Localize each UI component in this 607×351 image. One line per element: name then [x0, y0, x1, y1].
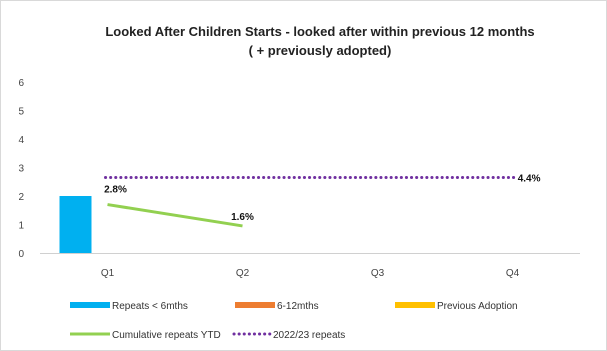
legend-label: 2022/23 repeats: [273, 330, 345, 341]
series-line-cumulative-repeats: [107, 203, 243, 228]
y-tick-label: 1: [18, 221, 24, 232]
legend-label: Cumulative repeats YTD: [112, 330, 221, 341]
legend-label: Repeats < 6mths: [112, 301, 188, 312]
chart-title-block: Looked After Children Starts - looked af…: [40, 22, 600, 60]
chart-title: Looked After Children Starts - looked af…: [105, 24, 535, 39]
legend-label: 6-12mths: [277, 301, 319, 312]
data-label: 4.4%: [518, 173, 541, 184]
x-tick-label: Q3: [371, 268, 385, 279]
legend-swatch: [235, 302, 275, 308]
y-tick-label: 3: [18, 164, 24, 175]
bar: [59, 196, 92, 253]
y-tick-label: 2: [18, 192, 24, 203]
y-tick-label: 0: [18, 249, 24, 260]
x-tick-label: Q2: [236, 268, 250, 279]
y-tick-label: 6: [18, 78, 24, 89]
data-label: 1.6%: [231, 212, 254, 223]
y-tick-label: 5: [18, 107, 24, 118]
data-label: 2.8%: [104, 185, 127, 196]
x-tick-label: Q1: [101, 268, 115, 279]
x-tick-label: Q4: [506, 268, 520, 279]
chart-subtitle: ( + previously adopted): [248, 43, 392, 58]
legend-label: Previous Adoption: [437, 301, 518, 312]
legend-swatch: [395, 302, 435, 308]
legend-swatch: [70, 302, 110, 308]
y-tick-label: 4: [18, 135, 24, 146]
